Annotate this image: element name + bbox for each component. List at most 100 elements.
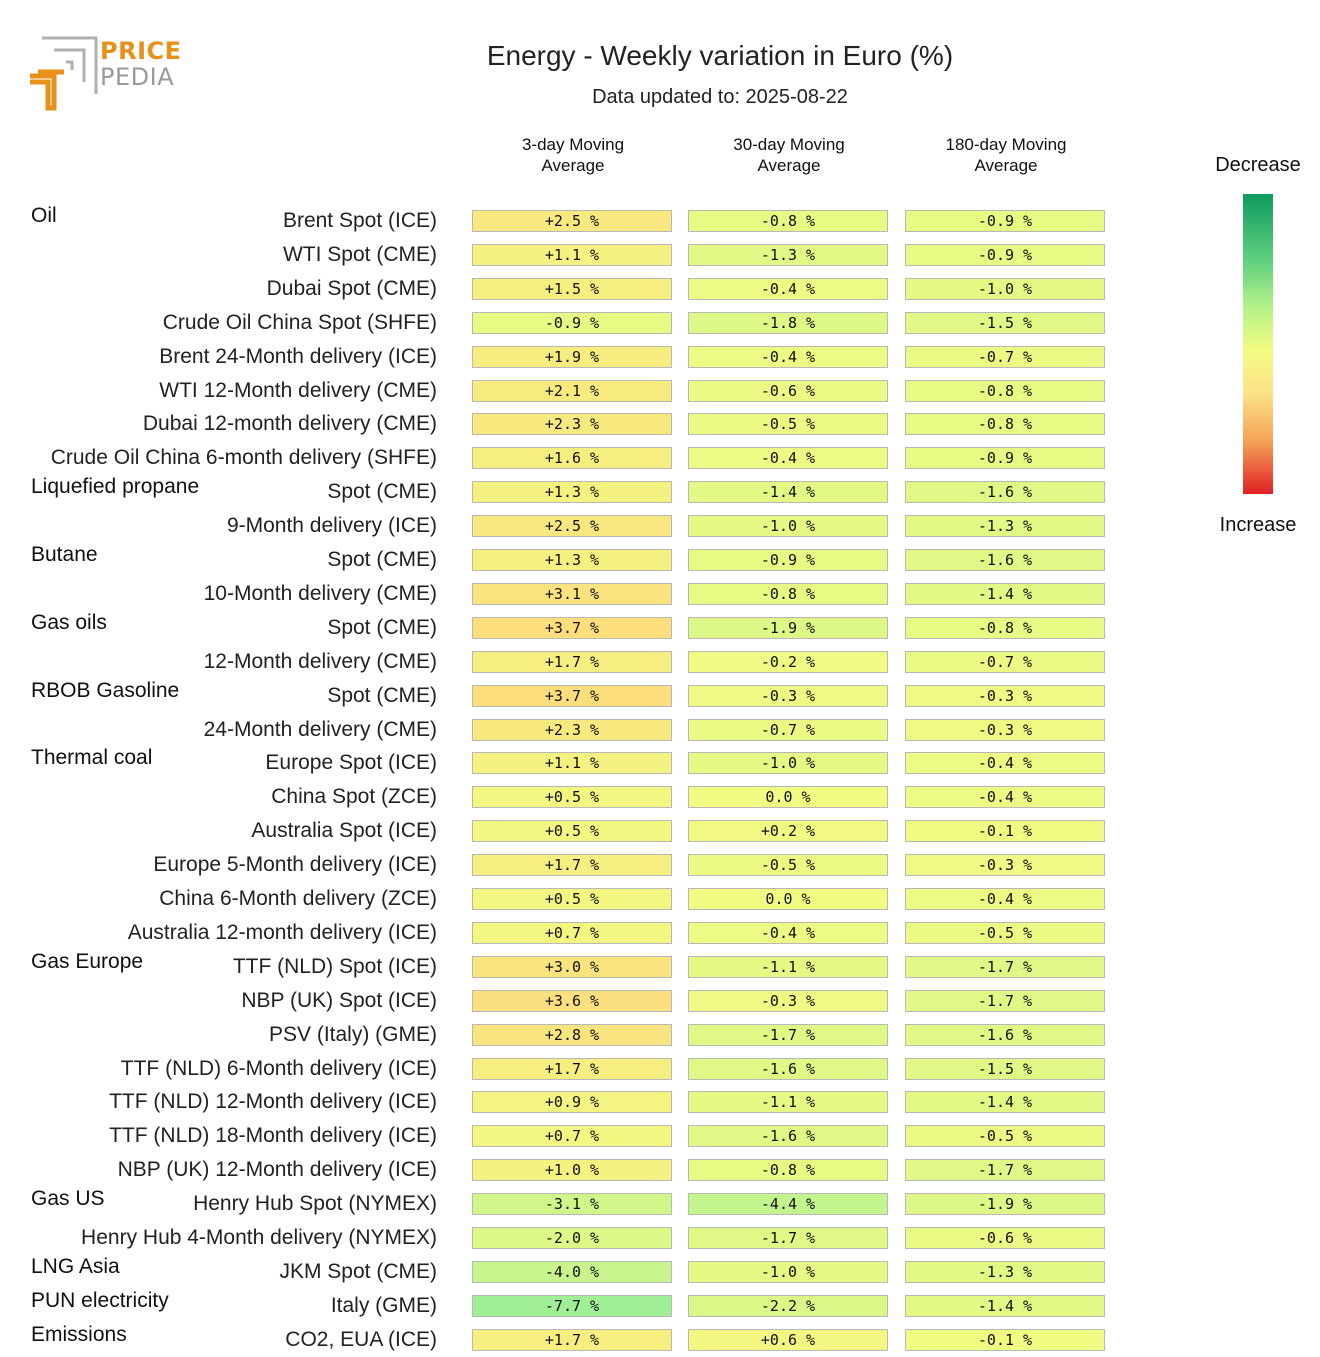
logo-line-2: PEDIA [100, 63, 175, 91]
row-label: NBP (UK) Spot (ICE) [241, 988, 437, 1012]
group-label: Gas US [31, 1187, 105, 1211]
value-cell: -0.8 % [905, 616, 1105, 639]
group-label: Gas Europe [31, 949, 144, 973]
value-cell: +2.1 % [472, 379, 672, 402]
value-cell: -1.7 % [905, 955, 1105, 978]
value-cell: -0.9 % [472, 311, 672, 334]
group-label: Thermal coal [31, 746, 153, 770]
value-cell: +3.1 % [472, 582, 672, 605]
value-cell: +0.5 % [472, 888, 672, 910]
row-label: TTF (NLD) 6-Month delivery (ICE) [120, 1056, 437, 1080]
group-label: Liquefied propane [31, 475, 200, 499]
value-cell: -1.6 % [688, 1057, 888, 1080]
value-cell: -1.4 % [905, 1294, 1105, 1317]
value-cell: +1.7 % [472, 1328, 672, 1351]
group-label: Gas oils [31, 610, 107, 634]
row-label: Spot (CME) [327, 480, 437, 504]
column-header-3day: 3-day Moving Average [472, 134, 674, 176]
value-cell: -0.5 % [688, 413, 888, 436]
value-cell: -0.9 % [905, 243, 1105, 266]
value-cell: -0.5 % [905, 921, 1105, 944]
legend-decrease-label: Decrease [1215, 154, 1301, 176]
row-label: 10-Month delivery (CME) [203, 581, 437, 605]
value-cell: -0.3 % [688, 684, 888, 707]
value-cell: +1.9 % [472, 345, 672, 368]
column-header-30day: 30-day Moving Average [688, 134, 890, 176]
row-label: China 6-Month delivery (ZCE) [159, 887, 437, 910]
value-cell: -1.1 % [688, 1091, 888, 1114]
value-cell: +2.5 % [472, 210, 672, 232]
row-label: Australia 12-month delivery (ICE) [127, 920, 437, 944]
row-label: China Spot (ZCE) [271, 785, 437, 809]
value-cell: 0.0 % [688, 888, 888, 910]
value-cell: -0.7 % [905, 345, 1105, 368]
value-cell: -0.4 % [688, 921, 888, 944]
column-header-180day: 180-day Moving Average [905, 134, 1107, 176]
value-cell: -1.0 % [688, 1260, 888, 1283]
value-cell: -1.4 % [905, 1091, 1105, 1114]
value-cell: +1.0 % [472, 1159, 672, 1182]
value-cell: +1.3 % [472, 481, 672, 504]
value-cell: -0.8 % [688, 1159, 888, 1182]
row-label: Crude Oil China Spot (SHFE) [162, 310, 437, 334]
value-cell: -0.3 % [905, 718, 1105, 741]
value-cell: +0.5 % [472, 820, 672, 843]
row-label: Europe 5-Month delivery (ICE) [153, 853, 437, 877]
value-cell: -1.4 % [905, 582, 1105, 605]
value-cell: -1.0 % [905, 277, 1105, 300]
value-cell: -1.6 % [905, 481, 1105, 504]
row-label: TTF (NLD) Spot (ICE) [232, 954, 437, 978]
row-label: Henry Hub Spot (NYMEX) [193, 1192, 437, 1216]
value-cell: +1.7 % [472, 650, 672, 673]
value-cell: -1.3 % [905, 1260, 1105, 1283]
value-cell: +1.6 % [472, 447, 672, 470]
row-label: Dubai 12-month delivery (CME) [142, 412, 437, 436]
value-cell: -0.4 % [688, 447, 888, 470]
row-label: 24-Month delivery (CME) [203, 717, 437, 741]
row-label: WTI 12-Month delivery (CME) [159, 378, 437, 402]
value-cell: -0.7 % [688, 718, 888, 741]
row-label: Europe Spot (ICE) [265, 751, 437, 775]
group-label: LNG Asia [31, 1254, 120, 1278]
value-cell: -1.5 % [905, 1057, 1105, 1080]
value-cell: -0.1 % [905, 1328, 1105, 1351]
value-cell: +3.6 % [472, 989, 672, 1012]
group-label: Butane [31, 543, 98, 566]
group-label: PUN electricity [31, 1288, 169, 1312]
value-cell: +0.6 % [688, 1328, 888, 1351]
value-cell: -0.5 % [688, 854, 888, 877]
legend-increase-label: Increase [1219, 514, 1297, 536]
value-cell: -2.2 % [688, 1294, 888, 1317]
value-cell: -0.4 % [688, 277, 888, 300]
value-cell: +0.9 % [472, 1091, 672, 1114]
value-cell: -1.0 % [688, 515, 888, 538]
value-cell: +1.1 % [472, 243, 672, 266]
value-cell: -0.5 % [905, 1125, 1105, 1148]
legend-color-bar [1243, 194, 1273, 494]
value-cell: -1.6 % [688, 1125, 888, 1148]
value-cell: +0.7 % [472, 1125, 672, 1148]
value-cell: +1.7 % [472, 1057, 672, 1080]
row-label: Brent Spot (ICE) [282, 209, 437, 232]
chart-subtitle: Data updated to: 2025-08-22 [592, 86, 848, 108]
row-label: Dubai Spot (CME) [266, 276, 437, 300]
value-cell: -1.7 % [688, 1227, 888, 1249]
value-cell: +0.2 % [688, 820, 888, 843]
value-cell: -1.7 % [905, 989, 1105, 1012]
chart-title: Energy - Weekly variation in Euro (%) [486, 40, 954, 71]
value-cell: -2.0 % [472, 1227, 672, 1249]
row-label: TTF (NLD) 18-Month delivery (ICE) [109, 1124, 437, 1148]
value-cell: -4.4 % [688, 1193, 888, 1216]
value-cell: -4.0 % [472, 1260, 672, 1283]
value-cell: -1.9 % [905, 1193, 1105, 1216]
value-cell: -3.1 % [472, 1193, 672, 1216]
value-cell: -0.2 % [688, 650, 888, 673]
value-cell: -0.3 % [905, 684, 1105, 707]
value-cell: +1.3 % [472, 549, 672, 571]
row-label: PSV (Italy) (GME) [268, 1022, 437, 1046]
group-label: Emissions [31, 1322, 127, 1346]
value-cell: +0.5 % [472, 786, 672, 809]
value-cell: 0.0 % [688, 786, 888, 809]
value-cell: +3.7 % [472, 684, 672, 707]
column-header-line: 3-day Moving [521, 135, 625, 154]
